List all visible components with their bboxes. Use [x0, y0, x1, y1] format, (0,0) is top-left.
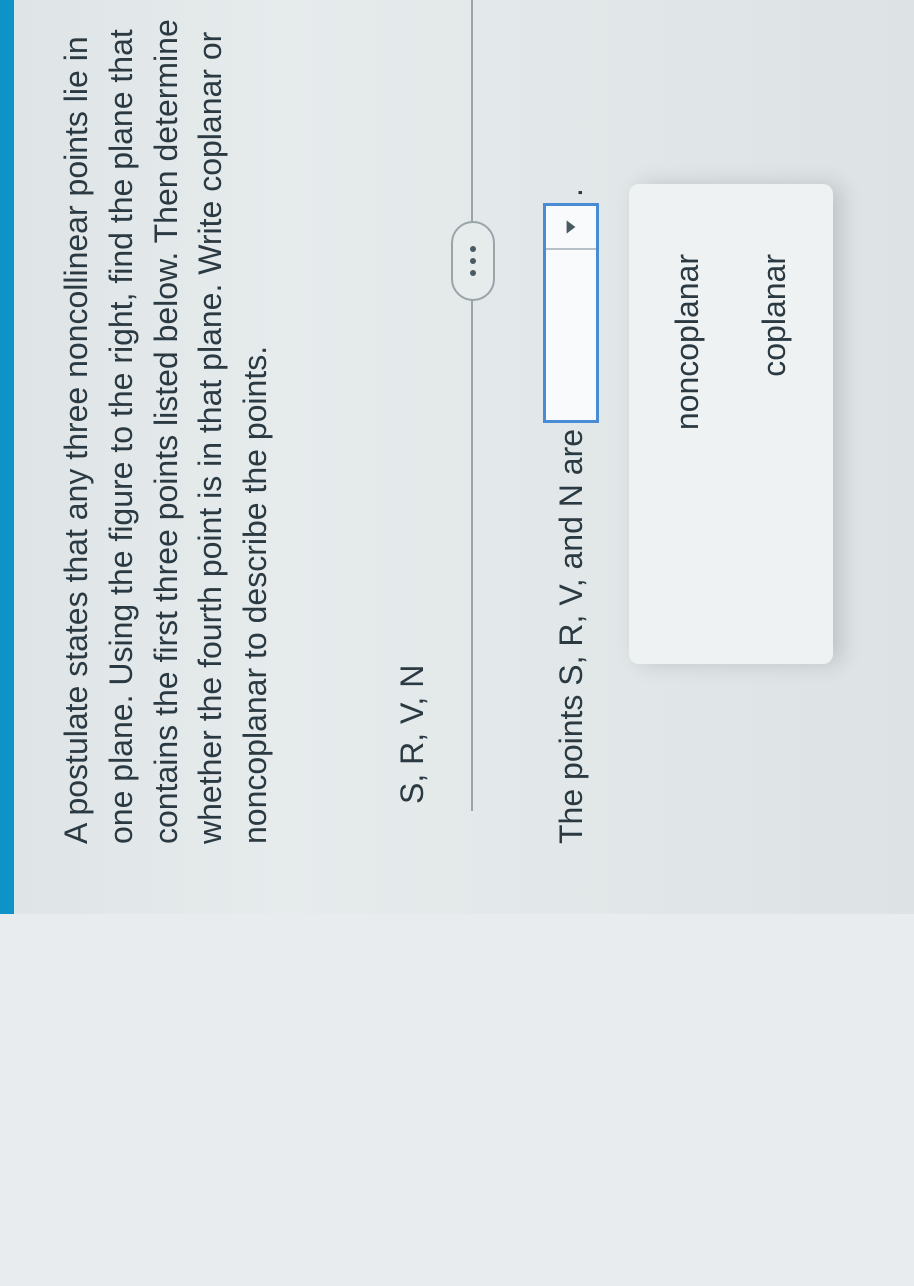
section-divider: [471, 0, 473, 811]
question-page: A postulate states that any three noncol…: [0, 0, 914, 914]
more-button[interactable]: [451, 221, 495, 301]
dropdown-options: noncoplanar coplanar: [629, 184, 833, 664]
answer-sentence: The points S, R, V, and N are .: [543, 0, 599, 844]
option-noncoplanar[interactable]: noncoplanar: [669, 214, 706, 634]
question-text: A postulate states that any three noncol…: [54, 8, 354, 844]
given-points: S, R, V, N: [394, 0, 431, 804]
top-section: A postulate states that any three noncol…: [54, 0, 354, 844]
dropdown-toggle-icon[interactable]: [546, 206, 596, 250]
option-coplanar[interactable]: coplanar: [756, 214, 793, 634]
answer-prefix: The points S, R, V, and N are: [553, 429, 590, 844]
answer-dropdown[interactable]: [543, 203, 599, 423]
answer-suffix: .: [553, 188, 590, 197]
